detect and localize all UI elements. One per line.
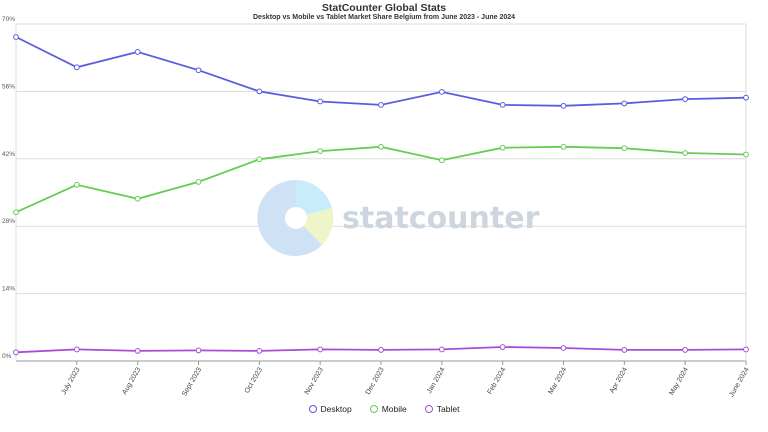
x-tick-label: Sept 2023 bbox=[181, 366, 203, 397]
data-point[interactable] bbox=[317, 98, 324, 105]
data-point[interactable] bbox=[499, 101, 506, 108]
data-point[interactable] bbox=[743, 94, 749, 101]
data-point[interactable] bbox=[195, 347, 202, 354]
statcounter-logo-icon bbox=[257, 179, 334, 256]
data-point[interactable] bbox=[317, 346, 324, 353]
x-tick-label: Oct 2023 bbox=[244, 366, 264, 394]
legend-marker-icon bbox=[369, 405, 378, 413]
data-point[interactable] bbox=[378, 347, 384, 353]
legend-item-tablet[interactable]: Tablet bbox=[424, 404, 460, 414]
data-point[interactable] bbox=[743, 151, 749, 158]
data-point[interactable] bbox=[134, 195, 141, 202]
data-point[interactable] bbox=[438, 88, 445, 95]
y-tick-label: 70% bbox=[2, 16, 15, 23]
data-point[interactable] bbox=[73, 181, 80, 188]
legend-label: Mobile bbox=[381, 404, 407, 414]
data-point[interactable] bbox=[73, 64, 80, 71]
series-line-desktop bbox=[15, 36, 747, 107]
data-point[interactable] bbox=[378, 143, 384, 150]
statcounter-watermark: statcounter bbox=[257, 179, 540, 256]
data-point[interactable] bbox=[682, 96, 689, 103]
y-tick-label: 28% bbox=[2, 218, 15, 225]
chart-legend: Desktop Mobile Tablet bbox=[0, 404, 768, 414]
data-point[interactable] bbox=[438, 157, 445, 164]
data-point[interactable] bbox=[621, 100, 628, 107]
legend-item-mobile[interactable]: Mobile bbox=[369, 404, 407, 414]
x-axis-tick-labels: July 2023 Aug 2023 Sept 2023 Oct 2023 Nov 20… bbox=[61, 361, 751, 398]
x-tick-label: July 2023 bbox=[61, 366, 82, 396]
legend-marker-icon bbox=[308, 405, 317, 413]
x-tick-label: Nov 2023 bbox=[304, 366, 325, 396]
data-point[interactable] bbox=[499, 344, 506, 350]
data-point[interactable] bbox=[621, 347, 628, 353]
y-tick-label: 56% bbox=[2, 83, 15, 90]
data-point[interactable] bbox=[378, 101, 384, 108]
legend-item-desktop[interactable]: Desktop bbox=[308, 404, 352, 414]
x-tick-label: June 2024 bbox=[728, 366, 750, 398]
data-point[interactable] bbox=[195, 67, 202, 74]
x-tick-label: Feb 2024 bbox=[487, 366, 508, 395]
legend-label: Desktop bbox=[320, 404, 352, 414]
grid-lines bbox=[15, 23, 747, 362]
data-point[interactable] bbox=[682, 347, 689, 353]
y-tick-label: 14% bbox=[2, 286, 15, 293]
series-lines bbox=[13, 34, 749, 356]
data-point[interactable] bbox=[195, 179, 202, 185]
data-point[interactable] bbox=[621, 145, 628, 152]
x-tick-label: Apr 2024 bbox=[609, 366, 629, 394]
data-point[interactable] bbox=[134, 347, 141, 354]
data-point[interactable] bbox=[13, 34, 19, 40]
data-point[interactable] bbox=[13, 209, 19, 216]
series-tablet bbox=[13, 344, 749, 356]
chart-title: StatCounter Global Stats bbox=[321, 2, 447, 14]
y-tick-label: 0% bbox=[2, 353, 12, 360]
data-point[interactable] bbox=[73, 346, 80, 353]
x-tick-label: Aug 2023 bbox=[121, 366, 142, 396]
watermark-text: statcounter bbox=[342, 201, 540, 236]
data-point[interactable] bbox=[560, 345, 567, 351]
legend-label: Tablet bbox=[436, 404, 460, 414]
series-desktop bbox=[13, 34, 749, 109]
data-point[interactable] bbox=[256, 156, 263, 163]
data-point[interactable] bbox=[134, 49, 141, 55]
data-point[interactable] bbox=[438, 346, 445, 353]
x-tick-label: Dec 2023 bbox=[365, 366, 386, 396]
data-point[interactable] bbox=[317, 148, 324, 154]
chart-subtitle: Desktop vs Mobile vs Tablet Market Share… bbox=[252, 14, 516, 21]
x-tick-label: Mar 2024 bbox=[547, 366, 568, 395]
x-tick-label: Jan 2024 bbox=[426, 366, 447, 395]
data-point[interactable] bbox=[743, 346, 749, 353]
data-point[interactable] bbox=[560, 143, 567, 150]
data-point[interactable] bbox=[256, 347, 263, 354]
legend-marker-icon bbox=[424, 405, 433, 413]
series-mobile bbox=[13, 143, 749, 216]
data-point[interactable] bbox=[256, 88, 263, 95]
y-tick-label: 42% bbox=[2, 151, 15, 158]
data-point[interactable] bbox=[560, 102, 567, 109]
x-tick-label: May 2024 bbox=[668, 366, 689, 396]
data-point[interactable] bbox=[499, 144, 506, 151]
y-axis-tick-labels: 0% 14% 28% 42% 56% 70% bbox=[2, 16, 15, 360]
data-point[interactable] bbox=[682, 150, 689, 156]
data-point[interactable] bbox=[13, 349, 19, 356]
